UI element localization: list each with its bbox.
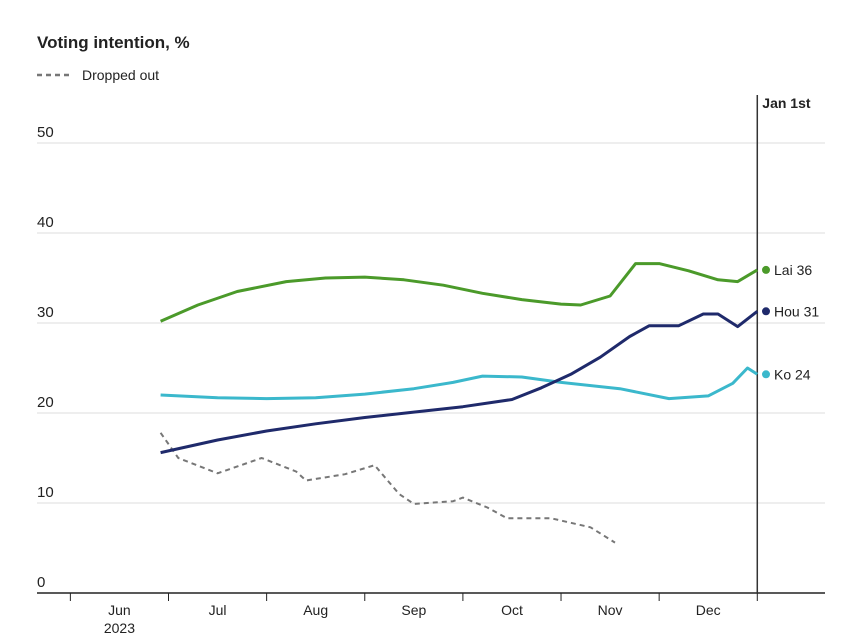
y-tick-label: 20 [37, 394, 54, 411]
marker-label: Jan 1st [762, 95, 811, 111]
end-label: Lai 36 [774, 262, 812, 278]
series-line [160, 366, 759, 401]
series-line [159, 432, 616, 544]
x-tick-label: Jun [108, 602, 131, 618]
end-dot [762, 307, 770, 316]
x-tick-label: Oct [501, 602, 523, 618]
y-tick-label: 0 [37, 574, 45, 591]
x-tick-label: Dec [696, 602, 721, 618]
y-tick-label: 10 [37, 484, 54, 501]
x-tick-label: Aug [303, 602, 328, 618]
end-dot [762, 370, 770, 379]
y-tick-label: 40 [37, 214, 54, 231]
y-tick-label: 30 [37, 304, 54, 321]
year-label: 2023 [104, 620, 135, 636]
end-label: Hou 31 [774, 303, 819, 319]
series-line [160, 310, 759, 455]
series-line [160, 262, 759, 323]
end-dot [762, 265, 770, 274]
x-tick-label: Jul [209, 602, 227, 618]
x-tick-label: Nov [598, 602, 623, 618]
legend-label: Dropped out [82, 67, 159, 83]
y-tick-label: 50 [37, 124, 54, 141]
chart-title: Voting intention, % [37, 33, 190, 52]
x-tick-label: Sep [401, 602, 426, 618]
end-label: Ko 24 [774, 366, 811, 382]
